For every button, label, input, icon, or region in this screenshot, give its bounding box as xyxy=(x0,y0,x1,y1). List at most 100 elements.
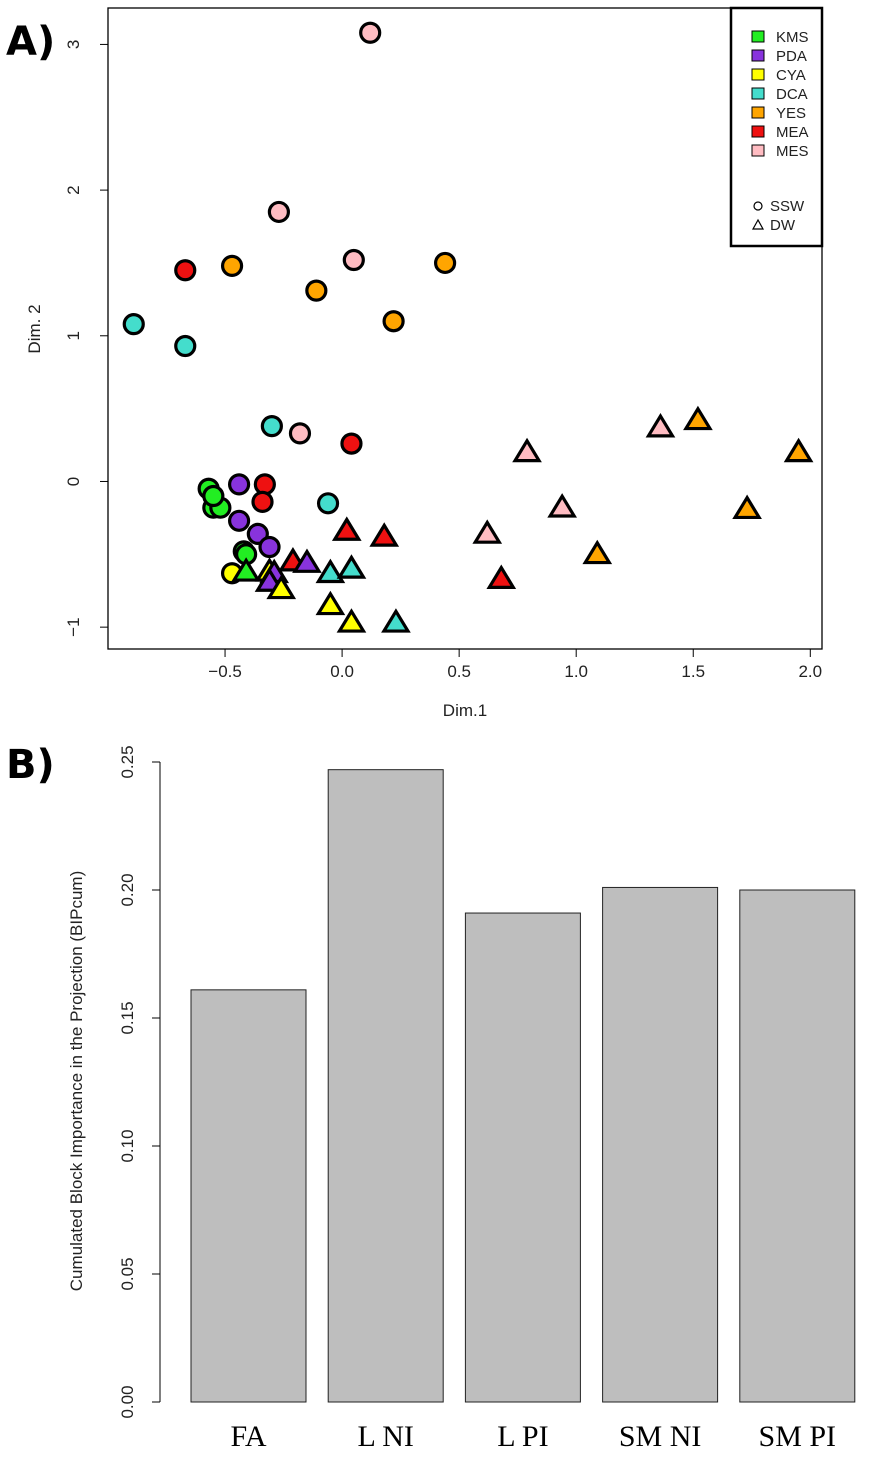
bar-sm-ni xyxy=(602,886,719,1403)
bar-y-tick-label: 0.20 xyxy=(118,873,137,906)
scatter-point-pda-circle xyxy=(227,473,251,496)
scatter-y-tick-label: 2 xyxy=(64,185,83,194)
bar-category-label: FA xyxy=(230,1420,266,1453)
bar-x-categories: FA L NI L PI SM NI SM PI xyxy=(230,1420,836,1453)
scatter-point-dca-triangle xyxy=(315,558,346,584)
bar-y-axis: 0.00 0.05 0.10 0.15 0.20 0.25 xyxy=(118,745,161,1419)
scatter-point-yes-circle xyxy=(382,310,405,333)
scatter-x-tick-label: 2.0 xyxy=(798,662,822,681)
scatter-point-cya-triangle xyxy=(266,574,297,600)
scatter-x-axis: −0.5 0.0 0.5 1.0 1.5 2.0 xyxy=(208,649,822,681)
legend-swatch-dca xyxy=(751,87,765,100)
scatter-y-tick-label: 1 xyxy=(64,331,83,340)
bar-y-tick-label: 0.10 xyxy=(118,1129,137,1162)
scatter-point-mes-circle xyxy=(288,422,312,445)
scatter-point-dca-circle xyxy=(260,415,283,438)
scatter-x-tick-label: 0.5 xyxy=(447,662,471,681)
scatter-point-dca-triangle xyxy=(381,608,411,633)
bar-category-label: SM PI xyxy=(759,1420,837,1453)
scatter-point-yes-circle xyxy=(305,279,328,302)
legend-label-mea: MEA xyxy=(776,124,809,141)
scatter-point-mea-circle xyxy=(251,490,274,513)
legend-swatch-mes xyxy=(751,144,765,157)
scatter-point-mea-triangle xyxy=(331,516,362,541)
scatter-point-pda-circle xyxy=(227,509,251,532)
bar-category-label: L NI xyxy=(358,1420,414,1453)
legend-circle-icon xyxy=(753,201,763,211)
legend-label-yes: YES xyxy=(776,105,806,122)
legend-label-mes: MES xyxy=(776,143,809,160)
legend-swatch-cya xyxy=(751,68,765,81)
scatter-point-cya-triangle xyxy=(315,590,346,616)
scatter-point-yes-triangle xyxy=(582,539,613,565)
scatter-point-kms-circle xyxy=(202,484,225,508)
scatter-x-axis-title: Dim.1 xyxy=(443,701,487,720)
scatter-points xyxy=(122,21,814,633)
bar-l-ni xyxy=(327,769,444,1403)
legend-box xyxy=(729,6,824,248)
bar-fa xyxy=(190,989,307,1403)
bar-y-axis-title: Cumulated Block Importance in the Projec… xyxy=(67,871,86,1291)
legend-swatch-kms xyxy=(751,30,765,43)
scatter-x-tick-label: 1.5 xyxy=(681,662,705,681)
scatter-point-yes-triangle xyxy=(783,437,814,463)
scatter-point-yes-circle xyxy=(434,251,457,275)
scatter-point-mea-circle xyxy=(174,259,197,282)
scatter-point-pda-circle xyxy=(258,535,281,559)
scatter-point-yes-triangle xyxy=(732,494,762,520)
bar-sm-pi xyxy=(739,889,856,1403)
scatter-point-mes-circle xyxy=(359,21,382,44)
scatter-point-kms-triangle xyxy=(231,557,261,582)
legend-triangle-icon xyxy=(751,218,765,230)
bar-l-pi xyxy=(464,912,581,1403)
bar-category-label: SM NI xyxy=(619,1420,702,1453)
scatter-point-mes-circle xyxy=(342,248,365,272)
scatter-point-mea-triangle xyxy=(486,564,517,589)
scatter-point-mes-triangle xyxy=(512,437,542,463)
legend-label-pda: PDA xyxy=(776,48,807,65)
legend-label-kms: KMS xyxy=(776,29,809,46)
scatter-point-mes-triangle xyxy=(472,519,503,544)
panel-b-label: B) xyxy=(6,742,55,788)
scatter-y-axis-title: Dim. 2 xyxy=(25,304,44,353)
scatter-y-tick-label: 0 xyxy=(64,477,83,486)
legend-swatch-yes xyxy=(751,106,765,119)
scatter-point-mes-circle xyxy=(267,200,290,224)
bar-y-tick-label: 0.05 xyxy=(118,1257,137,1290)
panel-a-label: A) xyxy=(6,19,55,65)
scatter-point-dca-circle xyxy=(316,492,340,515)
scatter-point-mes-triangle xyxy=(547,493,577,518)
scatter-x-tick-label: 1.0 xyxy=(564,662,588,681)
scatter-point-dca-circle xyxy=(174,334,197,358)
legend-label-dca: DCA xyxy=(776,86,808,103)
scatter-point-pda-triangle xyxy=(292,548,322,573)
legend-swatch-pda xyxy=(751,49,765,62)
scatter-x-tick-label: −0.5 xyxy=(208,662,242,681)
scatter-point-yes-circle xyxy=(220,254,244,277)
scatter-x-tick-label: 0.0 xyxy=(330,662,354,681)
scatter-y-tick-label: −1 xyxy=(64,617,83,636)
scatter-legend: KMS PDA CYA DCA YES MEA MES SSW DW xyxy=(729,6,824,248)
legend-swatch-mea xyxy=(751,125,765,138)
scatter-y-tick-label: 3 xyxy=(64,40,83,49)
bar-series xyxy=(190,769,856,1403)
bar-y-tick-label: 0.00 xyxy=(118,1385,137,1418)
scatter-point-dca-triangle xyxy=(336,554,367,579)
bar-y-tick-label: 0.25 xyxy=(118,745,137,778)
bar-category-label: L PI xyxy=(497,1420,548,1453)
scatter-point-cya-triangle xyxy=(336,608,367,633)
legend-label-dw: DW xyxy=(770,217,796,234)
scatter-point-yes-triangle xyxy=(683,405,713,431)
legend-label-cya: CYA xyxy=(776,67,806,84)
scatter-y-axis: −1 0 1 2 3 xyxy=(64,40,108,637)
scatter-point-mea-triangle xyxy=(369,522,400,547)
scatter-point-mes-triangle xyxy=(645,412,676,438)
bar-y-tick-label: 0.15 xyxy=(118,1001,137,1034)
scatter-plot-frame xyxy=(107,7,823,650)
bar-chart: 0.00 0.05 0.10 0.15 0.20 0.25 FA L NI L PI SM NI… xyxy=(67,745,856,1453)
legend-label-ssw: SSW xyxy=(770,198,805,215)
scatter-point-dca-circle xyxy=(122,313,145,336)
scatter-point-mea-circle xyxy=(340,432,363,455)
